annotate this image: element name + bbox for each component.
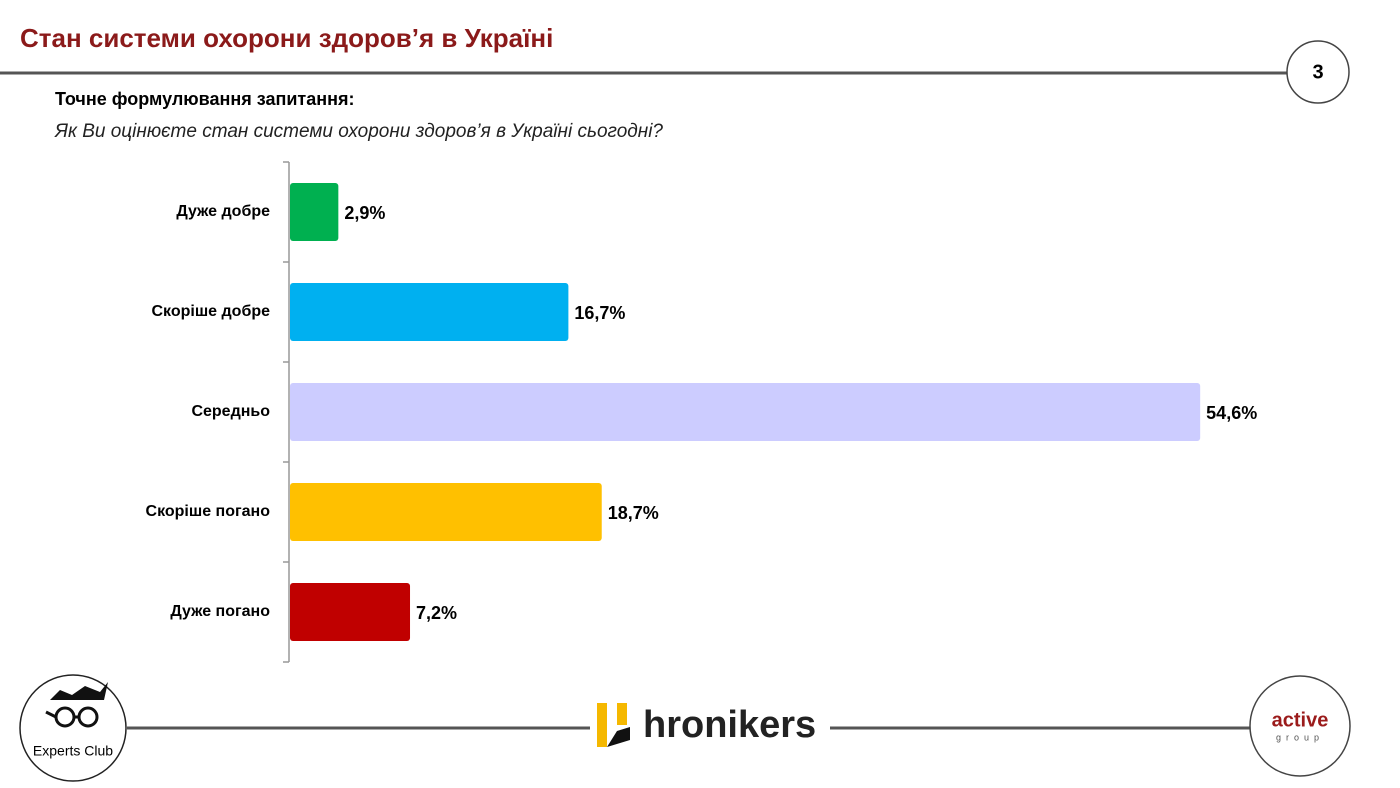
category-label: Скоріше погано (146, 503, 271, 520)
bar (290, 583, 411, 641)
value-label: 54,6% (1206, 403, 1257, 423)
category-label: Скоріше добре (151, 303, 270, 320)
question-text: Як Ви оцінюєте стан системи охорони здор… (54, 121, 663, 142)
page-number: 3 (1312, 61, 1323, 83)
bar (290, 383, 1201, 441)
value-label: 7,2% (416, 603, 457, 623)
slide-title: Стан системи охорони здоров’я в Україні (20, 23, 553, 53)
experts-club-logo (19, 674, 127, 782)
category-label: Дуже погано (170, 603, 270, 620)
page-badge (1286, 40, 1350, 104)
value-label: 2,9% (344, 203, 385, 223)
question-label: Точне формулювання запитання: (55, 89, 354, 109)
category-label: Середньо (191, 403, 270, 420)
hronikers-icon (597, 703, 630, 747)
hronikers-text: hronikers (643, 704, 816, 746)
active-group-logo (1249, 675, 1351, 777)
bar (290, 283, 569, 341)
bar (290, 183, 339, 241)
experts-club-text: Experts Club (33, 743, 113, 759)
group-text: group (1276, 732, 1324, 742)
active-text: active (1272, 709, 1329, 731)
glasses-icon (45, 682, 108, 728)
category-label: Дуже добре (176, 203, 270, 220)
value-label: 18,7% (608, 503, 659, 523)
bar (290, 483, 602, 541)
value-label: 16,7% (574, 303, 625, 323)
chart: Дуже добре 2,9% Скоріше добре 16,7% Середньо… (146, 161, 1257, 663)
